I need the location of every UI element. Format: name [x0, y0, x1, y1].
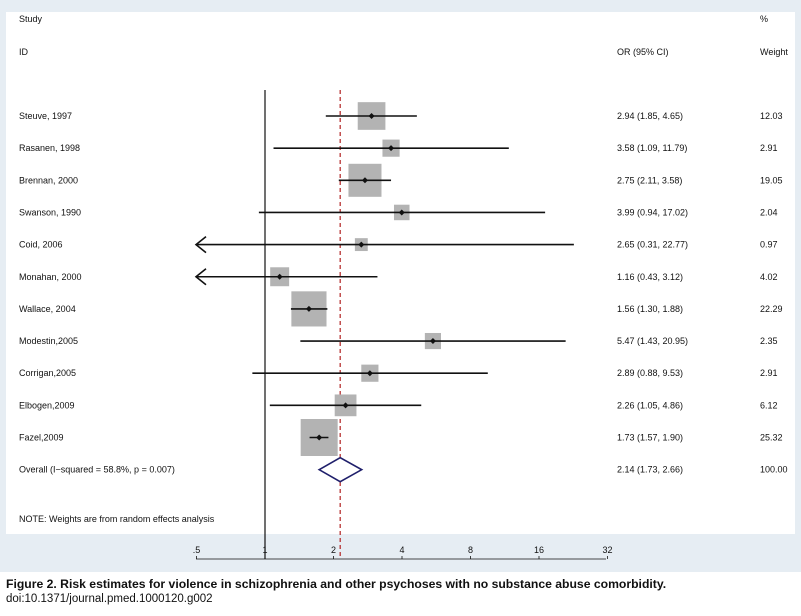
study-label: Modestin,2005	[19, 336, 78, 346]
plot-area	[6, 12, 795, 534]
header-id: ID	[19, 47, 29, 57]
weight-value: 2.04	[760, 207, 778, 217]
or-ci-value: 2.65 (0.31, 22.77)	[617, 240, 688, 250]
or-ci-value: 1.16 (0.43, 3.12)	[617, 272, 683, 282]
study-label: Fazel,2009	[19, 433, 64, 443]
study-label: Rasanen, 1998	[19, 143, 80, 153]
overall-diamond	[317, 456, 364, 483]
x-tick-label: .5	[193, 545, 201, 555]
or-ci-value: 3.99 (0.94, 17.02)	[617, 207, 688, 217]
point-estimate	[429, 338, 436, 345]
or-ci-value: 1.73 (1.57, 1.90)	[617, 433, 683, 443]
caption-doi: doi:10.1371/journal.pmed.1000120.g002	[6, 593, 213, 605]
study-label: Monahan, 2000	[19, 272, 82, 282]
point-estimate	[358, 241, 365, 248]
point-estimate	[361, 177, 368, 184]
header-or-ci: OR (95% CI)	[617, 47, 669, 57]
weight-value: 2.35	[760, 336, 778, 346]
point-estimate	[388, 145, 395, 152]
weight-value: 2.91	[760, 143, 778, 153]
study-label: Wallace, 2004	[19, 304, 76, 314]
or-ci-value: 5.47 (1.43, 20.95)	[617, 336, 688, 346]
study-label: Coid, 2006	[19, 240, 63, 250]
study-label: Elbogen,2009	[19, 400, 75, 410]
weight-value: 25.32	[760, 433, 783, 443]
point-estimate	[368, 113, 375, 119]
header-weight: Weight	[760, 47, 788, 57]
point-estimate	[398, 209, 405, 216]
weight-value: 19.05	[760, 175, 783, 185]
point-estimate	[316, 434, 323, 441]
x-tick-label: 32	[602, 545, 612, 555]
x-tick-label: 16	[534, 545, 544, 555]
study-label: Brennan, 2000	[19, 175, 78, 185]
note-text: NOTE: Weights are from random effects an…	[19, 514, 215, 524]
point-estimate	[342, 402, 349, 409]
overall-or-ci-value: 2.14 (1.73, 2.66)	[617, 465, 683, 475]
weight-value: 22.29	[760, 304, 783, 314]
weight-value: 6.12	[760, 400, 778, 410]
overall-weight-value: 100.00	[760, 465, 788, 475]
point-estimate	[276, 273, 283, 280]
header-study: Study	[19, 14, 43, 24]
point-estimate	[305, 305, 312, 312]
figure-caption: Figure 2. Risk estimates for violence in…	[6, 577, 796, 607]
or-ci-value: 2.26 (1.05, 4.86)	[617, 400, 683, 410]
x-tick-label: 8	[468, 545, 473, 555]
weight-value: 12.03	[760, 111, 783, 121]
or-ci-value: 3.58 (1.09, 11.79)	[617, 143, 687, 153]
weight-value: 0.97	[760, 240, 778, 250]
x-tick-label: 4	[399, 545, 404, 555]
weight-value: 2.91	[760, 368, 778, 378]
forest-plot: Study ID OR (95% CI)% Weight Steuve, 1997 2.9…	[0, 0, 801, 572]
header-percent: %	[760, 14, 768, 24]
ci-arrow-left	[194, 268, 207, 286]
study-label: Steuve, 1997	[19, 111, 72, 121]
ci-arrow-left	[194, 235, 207, 254]
x-tick-label: 1	[262, 545, 267, 555]
weight-value: 4.02	[760, 272, 778, 282]
or-ci-value: 2.89 (0.88, 9.53)	[617, 368, 683, 378]
or-ci-value: 1.56 (1.30, 1.88)	[617, 304, 683, 314]
caption-title: Figure 2. Risk estimates for violence in…	[6, 577, 667, 591]
overall-label: Overall (I−squared = 58.8%, p = 0.007)	[19, 465, 175, 475]
or-ci-value: 2.94 (1.85, 4.65)	[617, 111, 683, 121]
study-label: Corrigan,2005	[19, 368, 76, 378]
or-ci-value: 2.75 (2.11, 3.58)	[617, 175, 682, 185]
study-label: Swanson, 1990	[19, 207, 81, 217]
point-estimate	[366, 370, 373, 377]
forest-plot-svg: Study ID OR (95% CI)% Weight Steuve, 1997 2.9…	[6, 12, 795, 560]
x-tick-label: 2	[331, 545, 336, 555]
